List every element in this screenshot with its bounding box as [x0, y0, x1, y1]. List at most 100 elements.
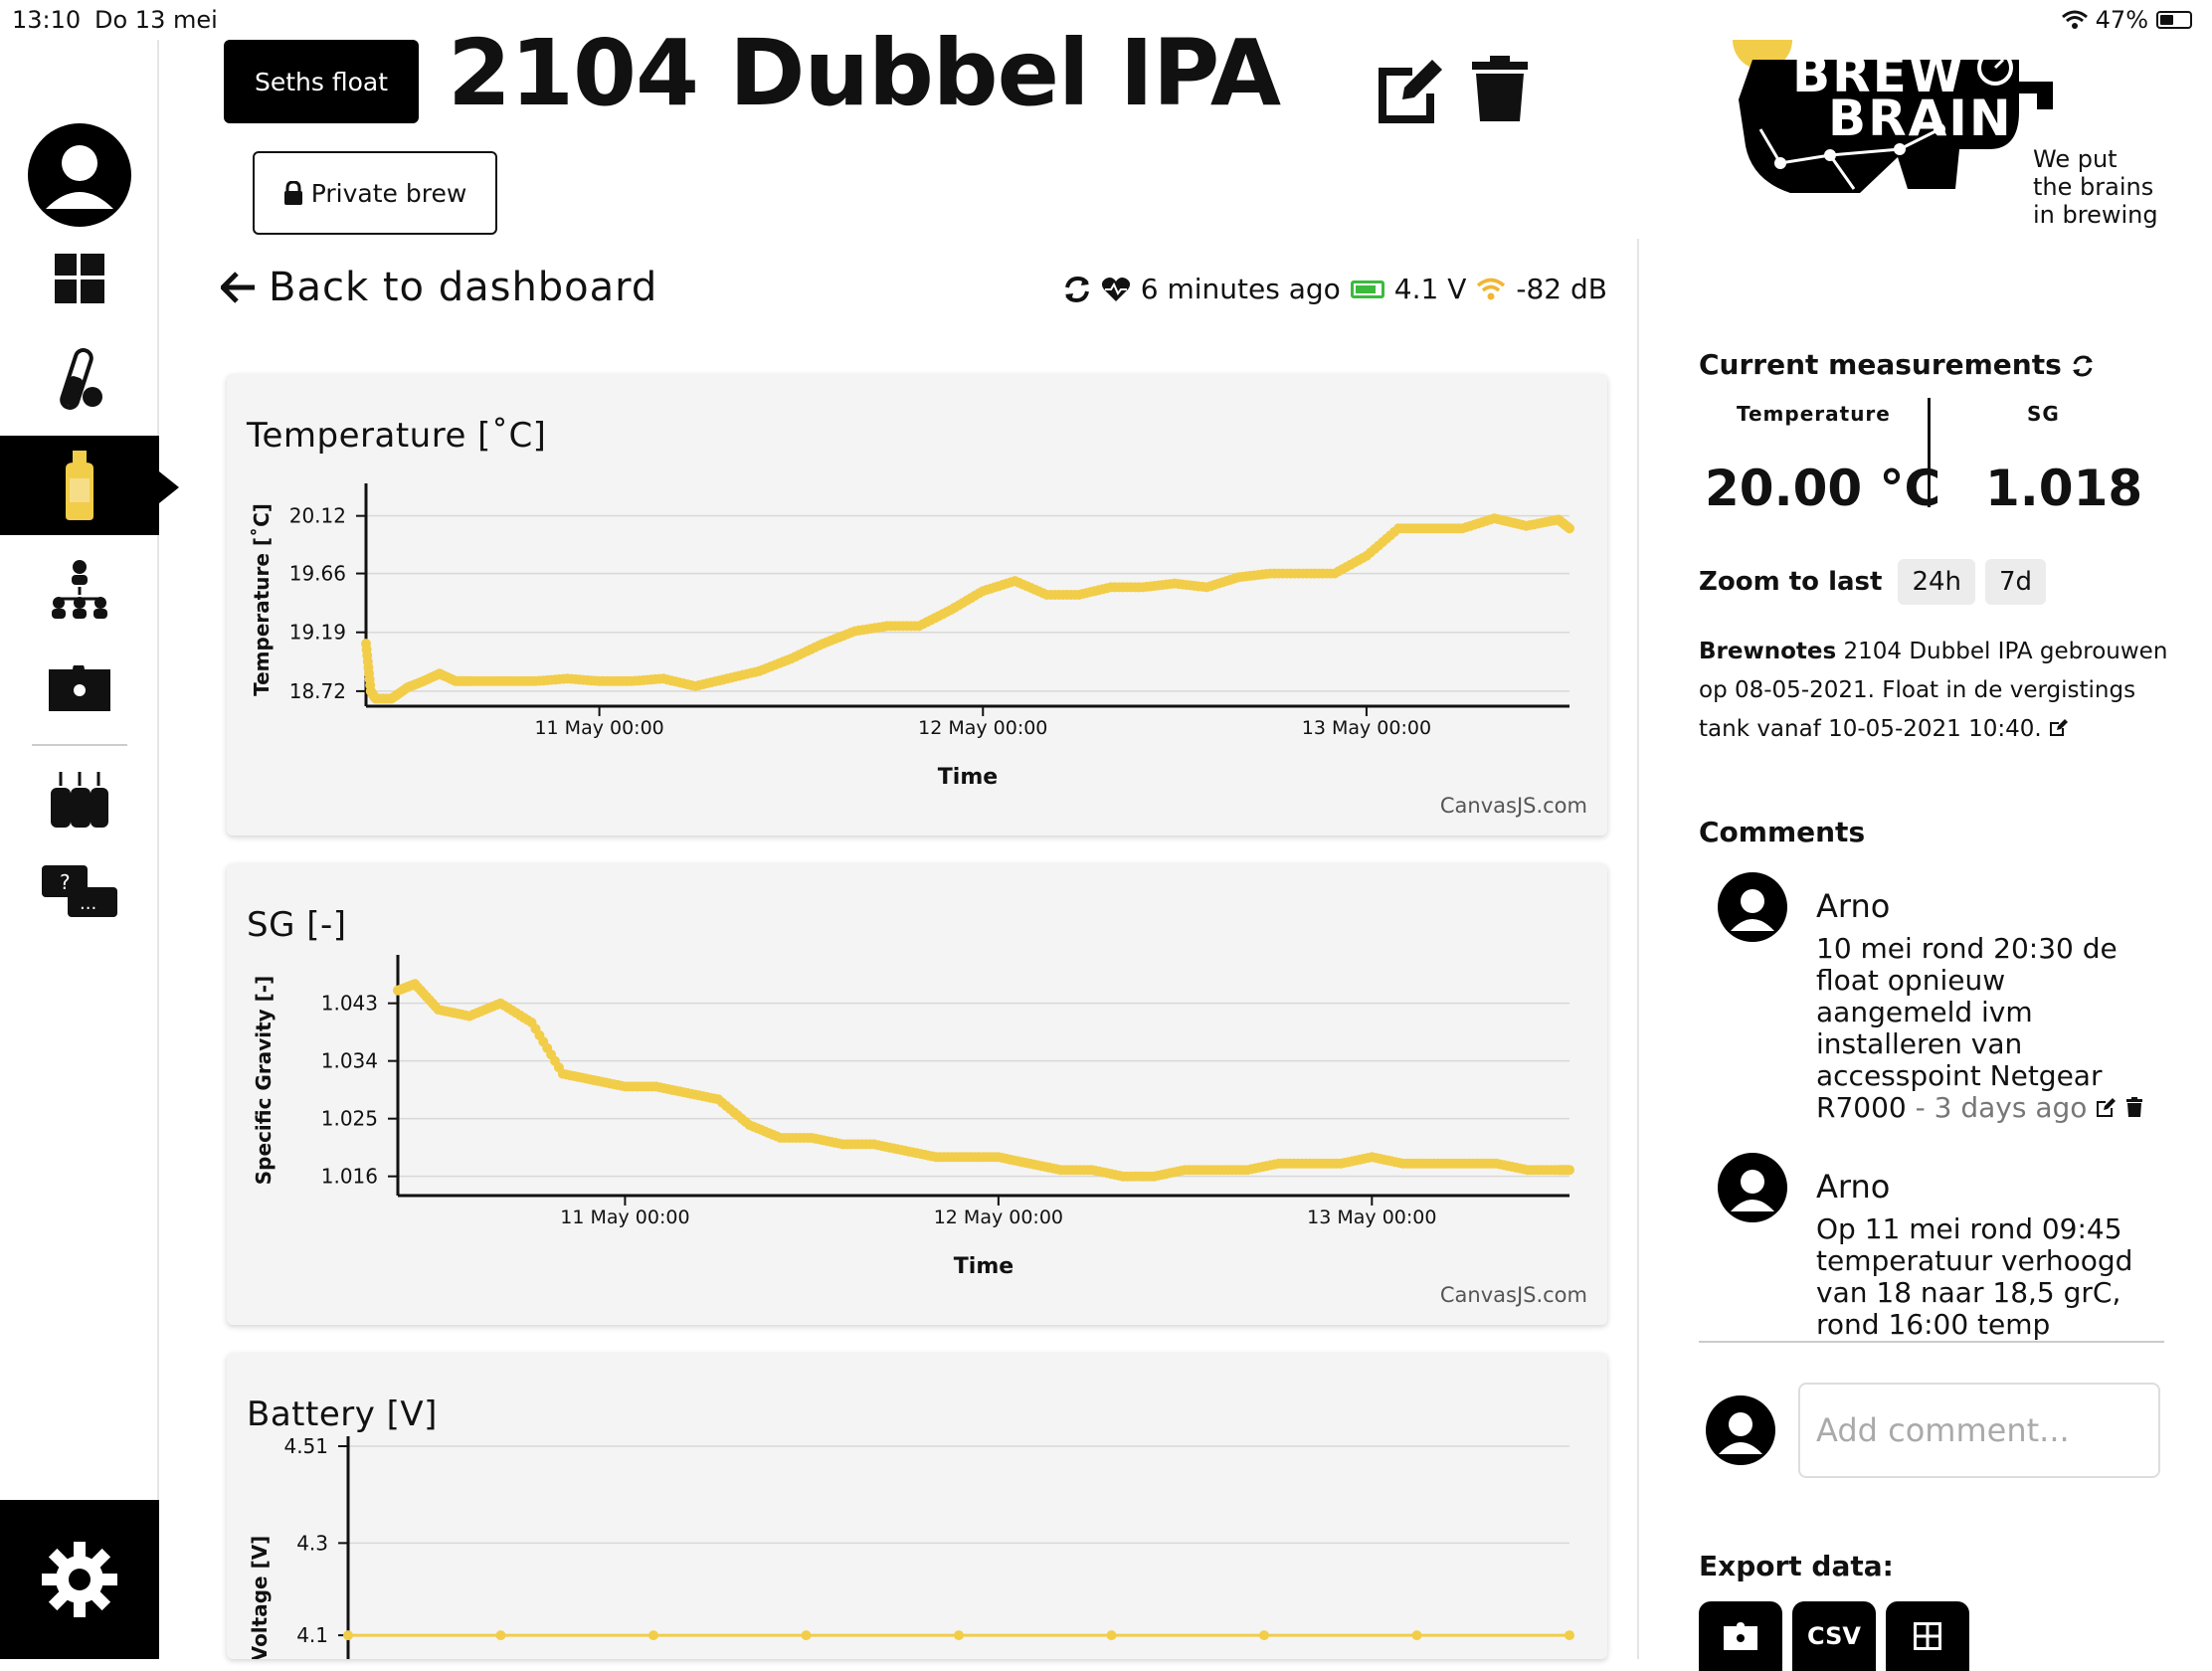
y-axis-label: Temperature [˚C] — [250, 503, 274, 696]
logo-tagline-2: the brains — [2033, 173, 2154, 201]
current-measurements-title: Current measurements — [1699, 348, 2062, 381]
data-point — [1565, 523, 1574, 534]
sidebar-item-fermenters[interactable] — [0, 752, 159, 851]
temperature-chart-card: Temperature [˚C] 18.72 19.19 19.66 20.12 11 … — [227, 374, 1607, 836]
puzzle-icon — [1724, 1622, 1757, 1650]
x-tick-label: 12 May 00:00 — [918, 717, 1047, 739]
temperature-chart[interactable]: 18.72 19.19 19.66 20.12 11 May 00:00 12 May 0… — [227, 374, 1607, 836]
back-to-dashboard-link[interactable]: Back to dashboard — [221, 265, 657, 310]
dashboard-grid-icon — [55, 254, 104, 303]
user-avatar-icon — [28, 123, 131, 227]
y-axis-label: Specific Gravity [-] — [252, 976, 276, 1185]
comments-list[interactable]: Arno 10 mei rond 20:30 de float opnieuw … — [1699, 871, 2164, 1343]
x-tick-label: 13 May 00:00 — [1307, 1207, 1436, 1228]
sg-chart[interactable]: 1.016 1.025 1.034 1.043 11 May 00:00 12 May 0… — [227, 863, 1607, 1325]
svg-text:?: ? — [60, 870, 71, 894]
y-tick-label: 20.12 — [289, 504, 346, 528]
logo-tagline-1: We put — [2033, 145, 2118, 173]
y-tick-label: 4.1 — [296, 1623, 328, 1647]
current-measurements-heading: Current measurements — [1699, 348, 2094, 381]
export-heading: Export data: — [1699, 1550, 1894, 1582]
comment-author: Arno — [1816, 1168, 1891, 1206]
brewnotes-text: 2104 Dubbel IPA gebrouwen op 08-05-2021.… — [1699, 639, 2168, 742]
table-icon — [1914, 1622, 1941, 1650]
sidebar-item-settings[interactable] — [0, 1500, 159, 1659]
temperature-label: Temperature — [1737, 402, 1891, 426]
signal-wifi-icon — [1477, 278, 1506, 299]
export-integration-button[interactable] — [1699, 1601, 1782, 1671]
data-point — [648, 1630, 658, 1641]
sg-chart-card: SG [-] 1.016 1.025 1.034 1.043 11 May 00:00 1… — [227, 863, 1607, 1325]
y-tick-label: 1.025 — [321, 1107, 378, 1131]
series-line — [364, 516, 1570, 700]
brewbrain-logo[interactable]: BREW BRAIN We put the brains in brewing — [1721, 10, 2178, 239]
data-point — [1565, 1165, 1574, 1176]
edit-icon[interactable] — [1373, 54, 1448, 123]
arrow-left-icon — [221, 272, 255, 303]
delete-comment-icon[interactable] — [2126, 1097, 2143, 1117]
sg-label: SG — [2027, 402, 2060, 426]
chart-credit[interactable]: CanvasJS.com — [1439, 794, 1587, 818]
data-point — [1565, 1630, 1574, 1641]
trash-icon[interactable] — [1472, 56, 1528, 121]
refresh-icon[interactable] — [2072, 355, 2094, 377]
sidebar-item-profile[interactable] — [0, 86, 159, 265]
y-tick-label: 4.51 — [283, 1434, 328, 1458]
y-tick-label: 1.034 — [321, 1049, 378, 1073]
edit-comment-icon[interactable] — [2096, 1097, 2118, 1117]
export-csv-button[interactable]: CSV — [1792, 1601, 1876, 1671]
device-name-badge[interactable]: Seths float — [224, 40, 419, 123]
heartbeat-icon — [1101, 277, 1130, 301]
team-network-icon — [52, 560, 107, 619]
user-avatar-icon — [1718, 872, 1787, 942]
temperature-chart-title: Temperature [˚C] — [247, 416, 547, 456]
brewnotes: Brewnotes 2104 Dubbel IPA gebrouwen op 0… — [1699, 633, 2176, 749]
status-bar: 13:10 Do 13 mei 47% — [0, 0, 2212, 40]
sidebar-item-devices[interactable] — [0, 332, 159, 432]
device-status: 6 minutes ago 4.1 V -82 dB — [1063, 273, 1607, 305]
private-brew-button[interactable]: Private brew — [253, 151, 497, 235]
y-axis-label: Voltage [V] — [248, 1536, 272, 1659]
sidebar-item-community[interactable] — [0, 539, 159, 639]
test-tube-wifi-icon — [60, 348, 102, 410]
sidebar-item-integrations[interactable] — [0, 641, 159, 740]
comment-time: - 3 days ago — [1915, 1091, 2088, 1124]
sidebar-item-brews[interactable] — [0, 436, 179, 535]
data-point — [1259, 1630, 1269, 1641]
zoom-controls: Zoom to last 24h 7d — [1699, 559, 2047, 605]
sidebar: ? ... — [0, 40, 179, 1659]
zoom-label: Zoom to last — [1699, 567, 1883, 597]
data-point — [495, 1630, 506, 1641]
right-panel: Current measurements Temperature SG 20.0… — [1637, 239, 2212, 1671]
sidebar-divider — [32, 744, 127, 746]
sidebar-item-dashboard[interactable] — [0, 229, 159, 328]
x-axis-label: Time — [954, 1254, 1014, 1279]
date: Do 13 mei — [94, 6, 218, 34]
y-tick-label: 18.72 — [289, 679, 346, 703]
temperature-value: 20.00 °C — [1705, 460, 1941, 517]
data-point — [1106, 1630, 1117, 1641]
zoom-24h-button[interactable]: 24h — [1898, 559, 1975, 605]
comment-body: Op 11 mei rond 09:45 temperatuur verhoog… — [1816, 1212, 2133, 1341]
sg-chart-title: SG [-] — [247, 905, 347, 945]
signal-strength: -82 dB — [1516, 273, 1607, 305]
comments-heading: Comments — [1699, 816, 1866, 848]
y-tick-label: 4.3 — [296, 1531, 328, 1555]
edit-brewnotes-icon[interactable] — [2049, 718, 2069, 736]
export-table-button[interactable] — [1886, 1601, 1969, 1671]
chart-credit[interactable]: CanvasJS.com — [1439, 1283, 1587, 1307]
sg-value: 1.018 — [1985, 460, 2143, 517]
add-comment-input[interactable] — [1798, 1383, 2160, 1478]
sidebar-item-help[interactable]: ? ... — [0, 845, 159, 945]
lock-icon — [283, 181, 302, 205]
zoom-7d-button[interactable]: 7d — [1985, 559, 2047, 605]
user-avatar-icon — [1718, 1153, 1787, 1222]
sync-icon[interactable] — [1063, 276, 1091, 303]
x-tick-label: 11 May 00:00 — [560, 1207, 689, 1228]
clock: 13:10 — [12, 6, 82, 34]
battery-percent: 47% — [2095, 6, 2148, 34]
x-tick-label: 12 May 00:00 — [934, 1207, 1063, 1228]
help-chat-icon: ? ... — [42, 865, 117, 917]
page-title: 2104 Dubbel IPA — [448, 20, 1281, 126]
